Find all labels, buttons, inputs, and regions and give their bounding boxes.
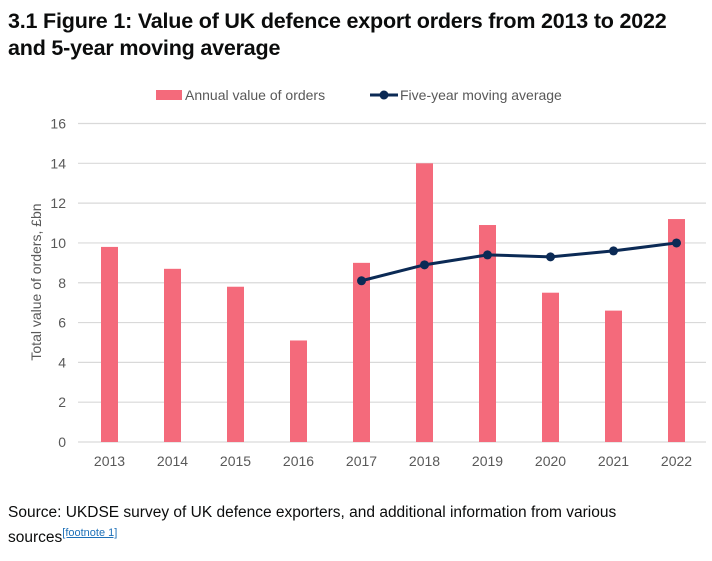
x-tick-label: 2015 xyxy=(220,453,251,469)
footnote-link[interactable]: [footnote 1] xyxy=(62,527,118,539)
source-note: Source: UKDSE survey of UK defence expor… xyxy=(8,502,688,548)
legend-label-bars: Annual value of orders xyxy=(185,87,325,103)
y-tick-label: 16 xyxy=(50,116,66,132)
y-tick-label: 2 xyxy=(58,394,66,410)
x-tick-label: 2014 xyxy=(157,453,188,469)
x-tick-label: 2020 xyxy=(535,453,566,469)
bar-2013 xyxy=(101,246,118,442)
bar-2015 xyxy=(227,286,244,442)
bar-2014 xyxy=(164,268,181,442)
legend-label-line: Five-year moving average xyxy=(400,87,562,103)
x-tick-label: 2013 xyxy=(94,453,125,469)
x-tick-label: 2016 xyxy=(283,453,314,469)
bar-2020 xyxy=(542,292,559,442)
x-tick-label: 2021 xyxy=(598,453,629,469)
moving-average-point xyxy=(546,252,555,262)
legend-swatch-bars xyxy=(156,90,182,100)
legend-marker-line xyxy=(379,90,389,100)
moving-average-line xyxy=(361,241,677,283)
y-tick-label: 10 xyxy=(50,235,66,251)
moving-average-point xyxy=(357,276,366,286)
y-tick-label: 4 xyxy=(58,354,66,370)
x-tick-label: 2022 xyxy=(661,453,692,469)
y-tick-label: 12 xyxy=(50,195,66,211)
x-tick-label: 2019 xyxy=(472,453,503,469)
bar-2022 xyxy=(668,219,685,442)
bar-2017 xyxy=(353,262,370,442)
x-tick-label: 2018 xyxy=(409,453,440,469)
moving-average-point xyxy=(672,238,681,248)
y-axis-label: Total value of orders, £bn xyxy=(28,203,44,360)
bar-2021 xyxy=(605,310,622,442)
moving-average-point xyxy=(609,246,618,256)
chart-title: 3.1 Figure 1: Value of UK defence export… xyxy=(8,9,667,60)
y-tick-label: 6 xyxy=(58,315,66,331)
bar-2018 xyxy=(416,163,433,442)
chart: 0 2 4 6 8 10 12 14 16 Total value of orders, £bn 2… xyxy=(28,87,706,469)
y-tick-label: 8 xyxy=(58,275,66,291)
source-text: Source: UKDSE survey of UK defence expor… xyxy=(8,504,617,547)
bar-2019 xyxy=(479,225,496,442)
moving-average-point xyxy=(420,260,429,270)
bar-2016 xyxy=(290,340,307,442)
y-tick-label: 0 xyxy=(58,434,66,450)
moving-average-point xyxy=(483,250,492,260)
y-tick-label: 14 xyxy=(50,155,66,171)
x-tick-label: 2017 xyxy=(346,453,377,469)
